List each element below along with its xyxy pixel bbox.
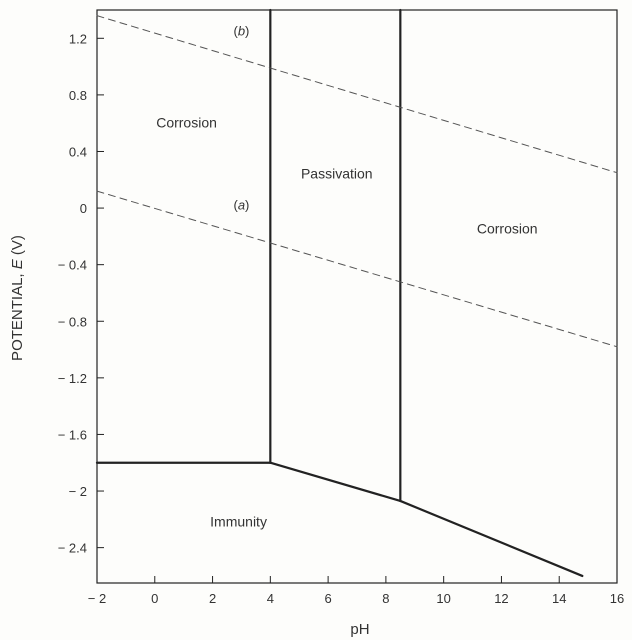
y-tick-label: 0.4 (69, 144, 87, 159)
y-axis-ticks: 1.2 0.8 0.4 0 − 0.4 − 0.8 − 1.2 − 1.6 − 2 − 2.4 (58, 31, 104, 556)
y-tick-label: 0 (80, 201, 87, 216)
x-tick-label: − 2 (88, 591, 106, 606)
y-tick-label: 1.2 (69, 31, 87, 46)
x-tick-label: 4 (267, 591, 274, 606)
y-tick-label: − 2 (69, 484, 87, 499)
immunity-passivation-boundary (269, 461, 402, 503)
water-line-a (96, 190, 618, 348)
y-tick-label: 0.8 (69, 88, 87, 103)
x-tick-label: 8 (382, 591, 389, 606)
immunity-corrosion-right-boundary (399, 499, 584, 578)
boundary-lines (95, 8, 618, 578)
x-tick-label: 12 (494, 591, 508, 606)
x-tick-label: 16 (610, 591, 624, 606)
dashed-line-label: (a) (233, 197, 249, 212)
x-tick-label: 14 (552, 591, 566, 606)
plot-frame (96, 9, 618, 584)
region-label: Corrosion (156, 114, 217, 130)
water-line-b (96, 15, 618, 174)
x-tick-label: 0 (151, 591, 158, 606)
y-tick-label: − 1.6 (58, 427, 87, 442)
x-axis-title: pH (350, 621, 369, 638)
x-axis-ticks: − 2 0 2 4 6 8 10 12 14 16 (88, 576, 624, 606)
x-tick-label: 2 (209, 591, 216, 606)
x-tick-label: 10 (436, 591, 450, 606)
dashed-line-label: (b) (233, 23, 249, 38)
region-labels: Corrosion Passivation Corrosion Immunity (156, 114, 537, 529)
y-tick-label: − 1.2 (58, 371, 87, 386)
y-tick-label: − 2.4 (58, 541, 87, 556)
region-label: Corrosion (477, 221, 538, 237)
region-label: Immunity (210, 513, 267, 529)
x-tick-label: 6 (324, 591, 331, 606)
line-labels: (b) (a) (233, 23, 249, 212)
region-label: Passivation (301, 165, 373, 181)
y-axis-title: POTENTIAL, E (V) (9, 235, 26, 361)
y-tick-label: − 0.8 (58, 314, 87, 329)
y-tick-label: − 0.4 (58, 258, 87, 273)
